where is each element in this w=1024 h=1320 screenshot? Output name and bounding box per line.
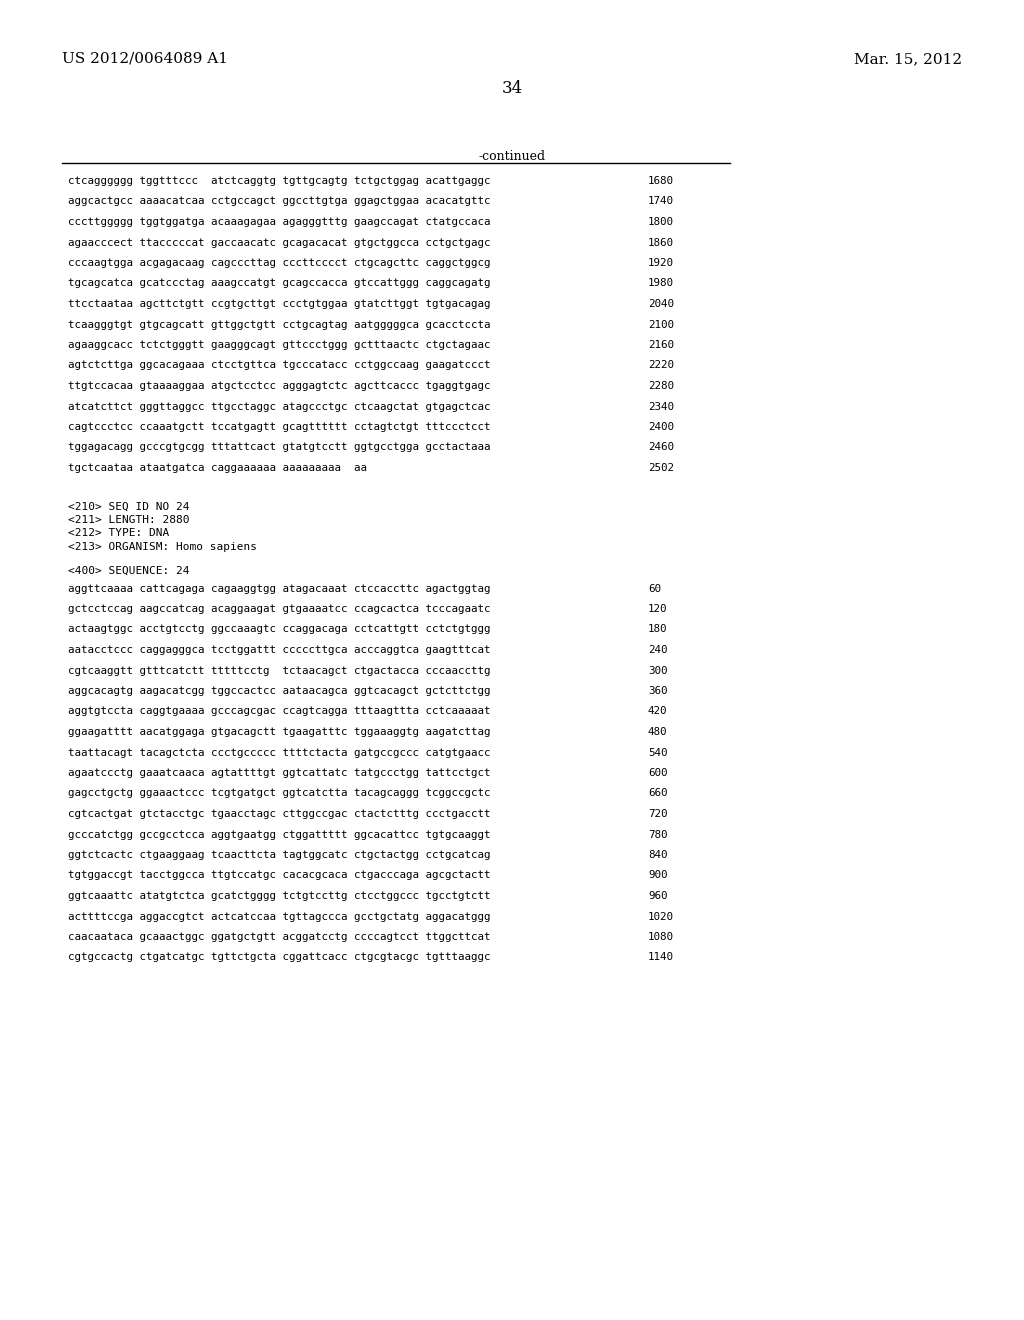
Text: 1680: 1680 — [648, 176, 674, 186]
Text: 1140: 1140 — [648, 953, 674, 962]
Text: 420: 420 — [648, 706, 668, 717]
Text: <210> SEQ ID NO 24: <210> SEQ ID NO 24 — [68, 502, 189, 511]
Text: 34: 34 — [502, 81, 522, 96]
Text: 2160: 2160 — [648, 341, 674, 350]
Text: cccttggggg tggtggatga acaaagagaa agagggtttg gaagccagat ctatgccaca: cccttggggg tggtggatga acaaagagaa agagggt… — [68, 216, 490, 227]
Text: aggcactgcc aaaacatcaa cctgccagct ggccttgtga ggagctggaa acacatgttc: aggcactgcc aaaacatcaa cctgccagct ggccttg… — [68, 197, 490, 206]
Text: 2040: 2040 — [648, 300, 674, 309]
Text: 1740: 1740 — [648, 197, 674, 206]
Text: 2100: 2100 — [648, 319, 674, 330]
Text: 180: 180 — [648, 624, 668, 635]
Text: 600: 600 — [648, 768, 668, 777]
Text: cgtgccactg ctgatcatgc tgttctgcta cggattcacc ctgcgtacgc tgtttaaggc: cgtgccactg ctgatcatgc tgttctgcta cggattc… — [68, 953, 490, 962]
Text: <213> ORGANISM: Homo sapiens: <213> ORGANISM: Homo sapiens — [68, 543, 257, 552]
Text: <400> SEQUENCE: 24: <400> SEQUENCE: 24 — [68, 565, 189, 576]
Text: -continued: -continued — [478, 150, 546, 162]
Text: atcatcttct gggttaggcc ttgcctaggc atagccctgc ctcaagctat gtgagctcac: atcatcttct gggttaggcc ttgcctaggc atagccc… — [68, 401, 490, 412]
Text: ggtcaaattc atatgtctca gcatctgggg tctgtccttg ctcctggccc tgcctgtctt: ggtcaaattc atatgtctca gcatctgggg tctgtcc… — [68, 891, 490, 902]
Text: aggcacagtg aagacatcgg tggccactcc aataacagca ggtcacagct gctcttctgg: aggcacagtg aagacatcgg tggccactcc aataaca… — [68, 686, 490, 696]
Text: 900: 900 — [648, 870, 668, 880]
Text: 480: 480 — [648, 727, 668, 737]
Text: 60: 60 — [648, 583, 662, 594]
Text: 2400: 2400 — [648, 422, 674, 432]
Text: 1080: 1080 — [648, 932, 674, 942]
Text: actaagtggc acctgtcctg ggccaaagtc ccaggacaga cctcattgtt cctctgtggg: actaagtggc acctgtcctg ggccaaagtc ccaggac… — [68, 624, 490, 635]
Text: ttgtccacaa gtaaaaggaa atgctcctcc agggagtctc agcttcaccc tgaggtgagc: ttgtccacaa gtaaaaggaa atgctcctcc agggagt… — [68, 381, 490, 391]
Text: gagcctgctg ggaaactccc tcgtgatgct ggtcatctta tacagcaggg tcggccgctc: gagcctgctg ggaaactccc tcgtgatgct ggtcatc… — [68, 788, 490, 799]
Text: aggttcaaaa cattcagaga cagaaggtgg atagacaaat ctccaccttc agactggtag: aggttcaaaa cattcagaga cagaaggtgg atagaca… — [68, 583, 490, 594]
Text: tgtggaccgt tacctggcca ttgtccatgc cacacgcaca ctgacccaga agcgctactt: tgtggaccgt tacctggcca ttgtccatgc cacacgc… — [68, 870, 490, 880]
Text: cgtcaaggtt gtttcatctt tttttcctg  tctaacagct ctgactacca cccaaccttg: cgtcaaggtt gtttcatctt tttttcctg tctaacag… — [68, 665, 490, 676]
Text: 840: 840 — [648, 850, 668, 861]
Text: US 2012/0064089 A1: US 2012/0064089 A1 — [62, 51, 228, 66]
Text: gctcctccag aagccatcag acaggaagat gtgaaaatcc ccagcactca tcccagaatc: gctcctccag aagccatcag acaggaagat gtgaaaa… — [68, 605, 490, 614]
Text: tggagacagg gcccgtgcgg tttattcact gtatgtcctt ggtgcctgga gcctactaaa: tggagacagg gcccgtgcgg tttattcact gtatgtc… — [68, 442, 490, 453]
Text: 1920: 1920 — [648, 257, 674, 268]
Text: gcccatctgg gccgcctcca aggtgaatgg ctggattttt ggcacattcc tgtgcaaggt: gcccatctgg gccgcctcca aggtgaatgg ctggatt… — [68, 829, 490, 840]
Text: ggtctcactc ctgaaggaag tcaacttcta tagtggcatc ctgctactgg cctgcatcag: ggtctcactc ctgaaggaag tcaacttcta tagtggc… — [68, 850, 490, 861]
Text: 1980: 1980 — [648, 279, 674, 289]
Text: taattacagt tacagctcta ccctgccccc ttttctacta gatgccgccc catgtgaacc: taattacagt tacagctcta ccctgccccc ttttcta… — [68, 747, 490, 758]
Text: tcaagggtgt gtgcagcatt gttggctgtt cctgcagtag aatgggggca gcacctccta: tcaagggtgt gtgcagcatt gttggctgtt cctgcag… — [68, 319, 490, 330]
Text: 1020: 1020 — [648, 912, 674, 921]
Text: 2280: 2280 — [648, 381, 674, 391]
Text: Mar. 15, 2012: Mar. 15, 2012 — [854, 51, 962, 66]
Text: agtctcttga ggcacagaaa ctcctgttca tgcccatacc cctggccaag gaagatccct: agtctcttga ggcacagaaa ctcctgttca tgcccat… — [68, 360, 490, 371]
Text: cccaagtgga acgagacaag cagcccttag cccttcccct ctgcagcttc caggctggcg: cccaagtgga acgagacaag cagcccttag cccttcc… — [68, 257, 490, 268]
Text: 360: 360 — [648, 686, 668, 696]
Text: ttcctaataa agcttctgtt ccgtgcttgt ccctgtggaa gtatcttggt tgtgacagag: ttcctaataa agcttctgtt ccgtgcttgt ccctgtg… — [68, 300, 490, 309]
Text: 2460: 2460 — [648, 442, 674, 453]
Text: 300: 300 — [648, 665, 668, 676]
Text: tgcagcatca gcatccctag aaagccatgt gcagccacca gtccattggg caggcagatg: tgcagcatca gcatccctag aaagccatgt gcagcca… — [68, 279, 490, 289]
Text: agaatccctg gaaatcaaca agtattttgt ggtcattatc tatgccctgg tattcctgct: agaatccctg gaaatcaaca agtattttgt ggtcatt… — [68, 768, 490, 777]
Text: ggaagatttt aacatggaga gtgacagctt tgaagatttc tggaaaggtg aagatcttag: ggaagatttt aacatggaga gtgacagctt tgaagat… — [68, 727, 490, 737]
Text: agaaggcacc tctctgggtt gaagggcagt gttccctggg gctttaactc ctgctagaac: agaaggcacc tctctgggtt gaagggcagt gttccct… — [68, 341, 490, 350]
Text: aggtgtccta caggtgaaaa gcccagcgac ccagtcagga tttaagttta cctcaaaaat: aggtgtccta caggtgaaaa gcccagcgac ccagtca… — [68, 706, 490, 717]
Text: 120: 120 — [648, 605, 668, 614]
Text: agaacccect ttacccccat gaccaacatc gcagacacat gtgctggcca cctgctgagc: agaacccect ttacccccat gaccaacatc gcagaca… — [68, 238, 490, 248]
Text: 240: 240 — [648, 645, 668, 655]
Text: 960: 960 — [648, 891, 668, 902]
Text: 1800: 1800 — [648, 216, 674, 227]
Text: 660: 660 — [648, 788, 668, 799]
Text: cgtcactgat gtctacctgc tgaacctagc cttggccgac ctactctttg ccctgacctt: cgtcactgat gtctacctgc tgaacctagc cttggcc… — [68, 809, 490, 818]
Text: 1860: 1860 — [648, 238, 674, 248]
Text: <211> LENGTH: 2880: <211> LENGTH: 2880 — [68, 515, 189, 525]
Text: cagtccctcc ccaaatgctt tccatgagtt gcagtttttt cctagtctgt tttccctcct: cagtccctcc ccaaatgctt tccatgagtt gcagttt… — [68, 422, 490, 432]
Text: aatacctccc caggagggca tcctggattt cccccttgca acccaggtca gaagtttcat: aatacctccc caggagggca tcctggattt ccccctt… — [68, 645, 490, 655]
Text: 720: 720 — [648, 809, 668, 818]
Text: 540: 540 — [648, 747, 668, 758]
Text: 2340: 2340 — [648, 401, 674, 412]
Text: 780: 780 — [648, 829, 668, 840]
Text: acttttccga aggaccgtct actcatccaa tgttagccca gcctgctatg aggacatggg: acttttccga aggaccgtct actcatccaa tgttagc… — [68, 912, 490, 921]
Text: <212> TYPE: DNA: <212> TYPE: DNA — [68, 528, 169, 539]
Text: ctcagggggg tggtttccc  atctcaggtg tgttgcagtg tctgctggag acattgaggc: ctcagggggg tggtttccc atctcaggtg tgttgcag… — [68, 176, 490, 186]
Text: tgctcaataa ataatgatca caggaaaaaa aaaaaaaaa  aa: tgctcaataa ataatgatca caggaaaaaa aaaaaaa… — [68, 463, 367, 473]
Text: 2220: 2220 — [648, 360, 674, 371]
Text: 2502: 2502 — [648, 463, 674, 473]
Text: caacaataca gcaaactggc ggatgctgtt acggatcctg ccccagtcct ttggcttcat: caacaataca gcaaactggc ggatgctgtt acggatc… — [68, 932, 490, 942]
